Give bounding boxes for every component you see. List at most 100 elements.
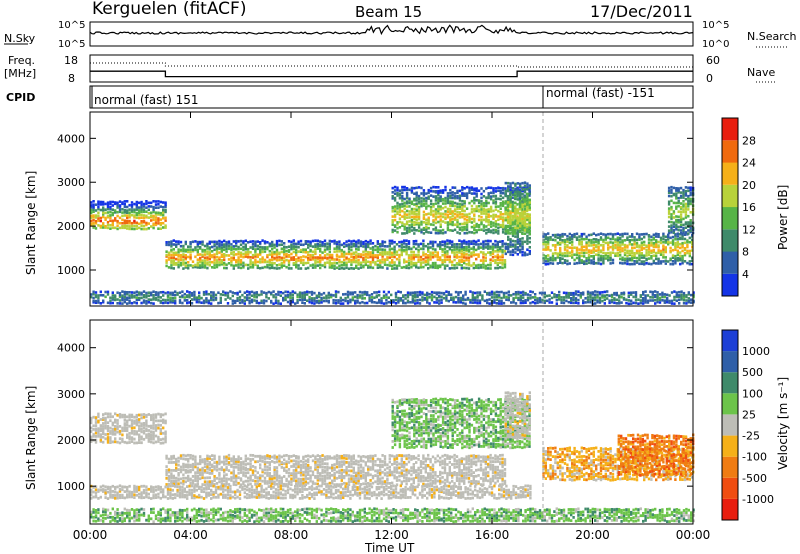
power-cell xyxy=(627,294,630,298)
power-cell xyxy=(470,225,474,229)
velocity-cell xyxy=(239,483,243,487)
power-cell xyxy=(159,211,162,215)
power-cell xyxy=(142,205,146,208)
power-cell xyxy=(507,245,510,249)
power-cell xyxy=(401,209,404,213)
power-cell xyxy=(493,301,496,304)
power-cell xyxy=(369,251,372,254)
power-cell xyxy=(451,202,454,205)
power-cell xyxy=(99,226,102,229)
power-cell xyxy=(321,241,324,244)
power-cell xyxy=(400,248,403,252)
power-cell xyxy=(321,251,324,254)
power-cell xyxy=(343,245,346,248)
power-cell xyxy=(667,231,671,235)
power-cell xyxy=(559,233,562,237)
power-cell xyxy=(382,294,386,298)
power-cell xyxy=(425,205,428,208)
velocity-cell xyxy=(223,468,226,472)
power-cell xyxy=(451,220,454,224)
power-cell xyxy=(364,252,367,256)
power-cell xyxy=(446,194,450,198)
power-cell xyxy=(417,245,420,248)
power-cell xyxy=(519,211,522,215)
power-cell xyxy=(519,203,522,206)
power-cell xyxy=(150,298,153,301)
velocity-cell xyxy=(152,418,155,422)
power-cell xyxy=(272,295,275,299)
velocity-cell xyxy=(268,479,271,483)
power-cell xyxy=(463,242,466,245)
power-cell xyxy=(401,232,404,235)
power-cell xyxy=(563,259,567,262)
power-cell xyxy=(126,291,129,294)
power-cell xyxy=(453,186,457,189)
power-cell xyxy=(429,265,432,269)
power-cell xyxy=(417,258,420,261)
power-cell xyxy=(512,301,515,304)
velocity-cell xyxy=(244,454,247,458)
power-cell xyxy=(439,220,442,223)
velocity-cell xyxy=(208,482,211,486)
velocity-cell xyxy=(128,441,131,444)
power-cell xyxy=(609,237,612,241)
velocity-cell xyxy=(232,462,235,466)
power-cell xyxy=(213,256,216,259)
power-cell xyxy=(415,193,418,197)
power-cell xyxy=(142,214,146,217)
power-cell xyxy=(227,242,231,245)
power-cell xyxy=(594,293,597,297)
velocity-cell xyxy=(118,437,122,441)
power-cell xyxy=(501,258,504,262)
power-cell xyxy=(92,208,95,211)
power-cell xyxy=(116,291,119,294)
power-cell xyxy=(688,260,691,263)
power-cell xyxy=(386,252,389,256)
power-cell xyxy=(175,253,178,256)
power-cell xyxy=(142,208,146,211)
power-cell xyxy=(261,250,264,254)
power-cell xyxy=(463,194,466,197)
power-cell xyxy=(450,298,453,301)
power-cell xyxy=(631,262,634,266)
power-cell xyxy=(565,299,568,303)
velocity-cell xyxy=(121,440,124,443)
power-cell xyxy=(351,291,354,294)
velocity-cell xyxy=(135,421,138,424)
power-cell xyxy=(634,295,638,299)
power-cell xyxy=(572,298,575,302)
velocity-cell xyxy=(232,471,235,475)
power-cell xyxy=(338,250,341,253)
power-cell xyxy=(135,227,138,230)
power-cell xyxy=(388,242,391,245)
velocity-cell xyxy=(170,472,173,476)
power-cell xyxy=(676,235,679,238)
power-cell xyxy=(291,290,294,293)
velocity-cell xyxy=(175,482,178,486)
power-cell xyxy=(437,220,440,224)
power-cell xyxy=(674,248,677,251)
power-cell xyxy=(311,250,315,254)
power-cell xyxy=(607,254,610,258)
power-cell xyxy=(504,252,507,256)
power-cell xyxy=(187,264,190,267)
velocity-cell xyxy=(99,438,102,442)
power-cell xyxy=(194,255,197,259)
power-cell xyxy=(561,252,564,255)
power-cell xyxy=(323,256,327,260)
power-cell xyxy=(607,232,610,236)
power-cell xyxy=(490,293,494,296)
power-cell xyxy=(666,298,669,302)
power-cell xyxy=(382,302,386,305)
velocity-cell xyxy=(203,470,207,474)
power-cell xyxy=(544,240,547,244)
power-cell xyxy=(640,237,643,241)
power-cell xyxy=(405,216,409,219)
power-cell xyxy=(415,221,418,225)
velocity-cell xyxy=(142,431,146,435)
power-cell xyxy=(352,242,355,246)
power-cell xyxy=(568,241,571,245)
power-cell xyxy=(271,266,274,270)
power-cell xyxy=(299,239,303,243)
